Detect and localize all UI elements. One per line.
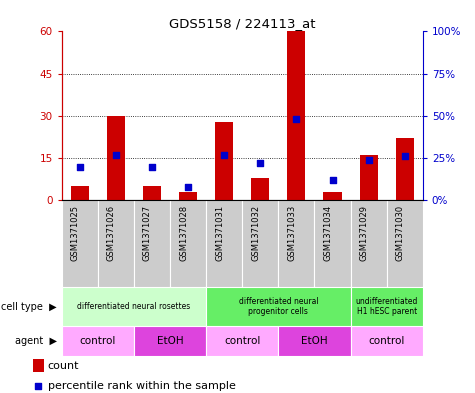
Bar	[314, 200, 351, 287]
Bar	[206, 326, 278, 356]
Bar	[62, 326, 134, 356]
Text: differentiated neural rosettes: differentiated neural rosettes	[77, 302, 190, 311]
Text: undifferentiated
H1 hESC parent: undifferentiated H1 hESC parent	[355, 297, 418, 316]
Title: GDS5158 / 224113_at: GDS5158 / 224113_at	[169, 17, 315, 30]
Point	[401, 153, 408, 160]
Point	[148, 163, 156, 170]
Bar	[170, 200, 206, 287]
Bar	[33, 359, 44, 373]
Text: GSM1371025: GSM1371025	[71, 205, 80, 261]
Bar	[323, 192, 342, 200]
Text: EtOH: EtOH	[157, 336, 183, 346]
Text: control: control	[369, 336, 405, 346]
Point	[365, 157, 372, 163]
Bar	[351, 200, 387, 287]
Point	[220, 152, 228, 158]
Text: GSM1371033: GSM1371033	[287, 205, 296, 261]
Bar	[396, 138, 414, 200]
Bar	[242, 200, 278, 287]
Bar	[71, 186, 89, 200]
Bar	[215, 121, 233, 200]
Bar	[98, 200, 134, 287]
Bar	[134, 200, 170, 287]
Point	[112, 152, 120, 158]
Bar	[134, 326, 206, 356]
Text: GSM1371026: GSM1371026	[107, 205, 116, 261]
Bar	[206, 200, 242, 287]
Text: GSM1371027: GSM1371027	[143, 205, 152, 261]
Text: GSM1371030: GSM1371030	[396, 205, 405, 261]
Text: control: control	[224, 336, 260, 346]
Point	[329, 177, 336, 183]
Point	[76, 163, 84, 170]
Text: control: control	[80, 336, 116, 346]
Point	[293, 116, 300, 123]
Text: GSM1371031: GSM1371031	[215, 205, 224, 261]
Point	[184, 184, 192, 190]
Text: GSM1371028: GSM1371028	[179, 205, 188, 261]
Bar	[287, 31, 305, 200]
Bar	[251, 178, 269, 200]
Bar	[278, 326, 351, 356]
Bar	[143, 186, 161, 200]
Bar	[107, 116, 125, 200]
Text: differentiated neural
progenitor cells: differentiated neural progenitor cells	[238, 297, 318, 316]
Bar	[360, 155, 378, 200]
Bar	[62, 200, 98, 287]
Text: percentile rank within the sample: percentile rank within the sample	[48, 380, 236, 391]
Bar	[351, 326, 423, 356]
Text: GSM1371032: GSM1371032	[251, 205, 260, 261]
Text: agent  ▶: agent ▶	[15, 336, 57, 346]
Bar	[179, 192, 197, 200]
Text: EtOH: EtOH	[301, 336, 328, 346]
Bar	[206, 287, 351, 326]
Text: GSM1371034: GSM1371034	[323, 205, 332, 261]
Bar	[351, 287, 423, 326]
Point	[256, 160, 264, 166]
Text: cell type  ▶: cell type ▶	[1, 301, 57, 312]
Point	[35, 382, 42, 389]
Bar	[62, 287, 206, 326]
Bar	[387, 200, 423, 287]
Text: GSM1371029: GSM1371029	[360, 205, 369, 261]
Bar	[278, 200, 314, 287]
Text: count: count	[48, 361, 79, 371]
